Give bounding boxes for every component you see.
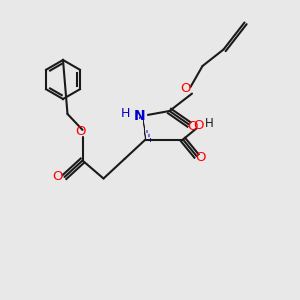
- Text: O: O: [53, 170, 63, 184]
- Text: H: H: [205, 117, 214, 130]
- Text: O: O: [193, 119, 203, 132]
- Text: O: O: [195, 151, 205, 164]
- Text: O: O: [181, 82, 191, 95]
- Text: N: N: [134, 109, 145, 122]
- Polygon shape: [143, 117, 146, 141]
- Text: H: H: [120, 106, 130, 120]
- Text: O: O: [187, 119, 198, 133]
- Text: O: O: [76, 125, 86, 139]
